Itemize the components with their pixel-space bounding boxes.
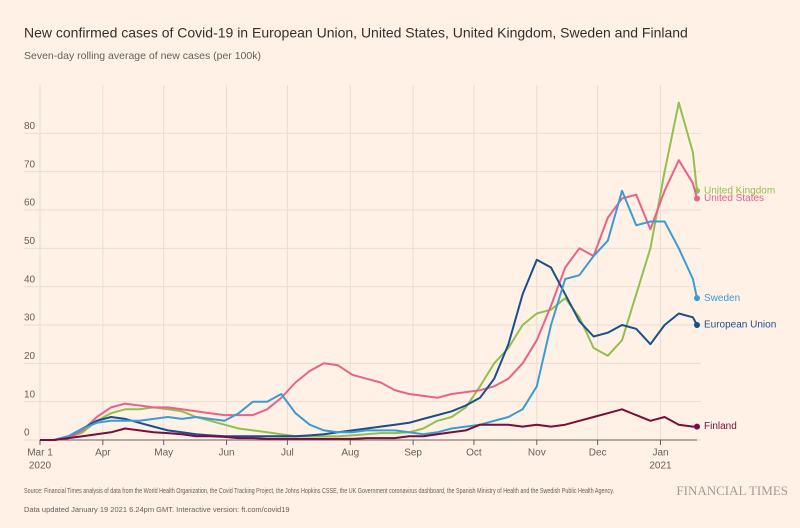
x-tick-label: Sep — [404, 448, 422, 459]
updated: Data updated January 19 2021 6.24pm GMT.… — [24, 505, 290, 514]
series-label: European Union — [704, 320, 776, 331]
x-tick-label: Dec — [589, 448, 607, 459]
x-tick-label: 2021 — [649, 461, 672, 472]
x-tick-label: Mar 1 — [27, 448, 53, 459]
series-line — [40, 159, 698, 441]
series-line — [40, 101, 698, 441]
x-tick-label: Oct — [466, 448, 482, 459]
x-tick-label: Nov — [528, 448, 546, 459]
end-dot — [694, 195, 700, 202]
chart-subtitle: Seven-day rolling average of new cases (… — [24, 50, 261, 62]
x-tick-label: Aug — [341, 448, 359, 459]
series-label: Finland — [704, 421, 737, 432]
series-label: United Kingdom — [704, 185, 775, 196]
chart-title: New confirmed cases of Covid-19 in Europ… — [24, 25, 688, 41]
end-dot — [694, 295, 700, 302]
y-tick-label: 20 — [24, 351, 36, 362]
x-tick-label: 2020 — [29, 461, 52, 472]
x-tick-label: Jul — [281, 448, 294, 459]
end-dot — [694, 322, 700, 328]
y-tick-label: 0 — [24, 428, 30, 439]
series-label: Sweden — [704, 293, 740, 304]
y-tick-label: 70 — [24, 159, 36, 170]
series-line — [40, 408, 697, 441]
y-tick-label: 40 — [24, 274, 36, 285]
y-tick-label: 30 — [24, 313, 36, 324]
brand: FINANCIAL TIMES — [676, 483, 788, 498]
x-tick-label: Jun — [218, 448, 234, 459]
series-line — [40, 258, 698, 441]
source: Source: Financial Times analysis of data… — [24, 486, 614, 495]
series-line — [40, 189, 698, 441]
end-dot — [694, 423, 700, 430]
x-tick-label: Apr — [95, 448, 111, 459]
y-tick-label: 50 — [24, 236, 36, 247]
y-tick-label: 10 — [24, 389, 36, 400]
series-label: United States — [704, 193, 764, 204]
x-tick-label: Jan — [652, 448, 668, 459]
x-tick-label: May — [154, 448, 173, 459]
y-tick-label: 60 — [24, 198, 36, 209]
y-tick-label: 80 — [24, 121, 36, 132]
